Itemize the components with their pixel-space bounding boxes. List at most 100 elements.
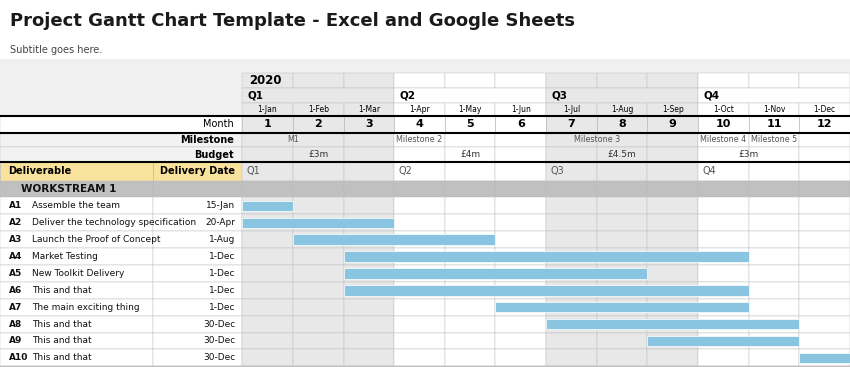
Bar xyxy=(394,197,445,214)
Bar xyxy=(547,319,799,329)
Text: Q3: Q3 xyxy=(551,90,567,101)
Bar xyxy=(153,265,242,282)
Bar xyxy=(343,285,749,295)
Text: Milestone 3: Milestone 3 xyxy=(574,135,620,144)
Bar xyxy=(749,162,799,181)
Bar xyxy=(698,103,749,116)
Bar xyxy=(496,116,547,133)
Bar xyxy=(394,133,445,147)
Bar xyxy=(153,316,242,333)
Text: 6: 6 xyxy=(517,119,524,129)
Text: 10: 10 xyxy=(716,119,731,129)
Bar xyxy=(343,268,648,279)
Bar xyxy=(343,349,394,366)
Bar xyxy=(153,282,242,299)
Bar xyxy=(597,133,648,147)
Text: A8: A8 xyxy=(8,320,22,328)
Text: A9: A9 xyxy=(8,337,22,345)
Bar xyxy=(749,366,799,367)
Bar xyxy=(153,181,242,197)
Bar xyxy=(0,162,153,181)
Bar xyxy=(0,282,153,299)
Text: 1-Mar: 1-Mar xyxy=(358,105,380,114)
Text: 2020: 2020 xyxy=(249,74,281,87)
Bar xyxy=(547,265,597,282)
Bar xyxy=(496,299,547,316)
Bar xyxy=(496,103,547,116)
Bar xyxy=(547,282,597,299)
Bar xyxy=(648,282,698,299)
Bar xyxy=(799,316,850,333)
Bar xyxy=(0,197,153,214)
Bar xyxy=(293,181,343,197)
Bar xyxy=(547,248,597,265)
Bar xyxy=(293,235,496,245)
Bar xyxy=(496,333,547,349)
Text: 9: 9 xyxy=(669,119,677,129)
Bar xyxy=(343,248,394,265)
Bar xyxy=(597,214,648,231)
Text: A10: A10 xyxy=(8,353,28,362)
Text: Subtitle goes here.: Subtitle goes here. xyxy=(10,46,103,55)
Bar xyxy=(698,88,850,103)
Text: 1-Dec: 1-Dec xyxy=(209,252,235,261)
Text: This and that: This and that xyxy=(32,353,92,362)
Bar xyxy=(799,214,850,231)
Text: Project Gantt Chart Template - Excel and Google Sheets: Project Gantt Chart Template - Excel and… xyxy=(10,12,575,30)
Bar xyxy=(496,162,547,181)
Bar xyxy=(698,116,749,133)
Text: Budget: Budget xyxy=(194,149,234,160)
Bar xyxy=(749,181,799,197)
Bar xyxy=(445,73,496,88)
Bar xyxy=(698,214,749,231)
Bar xyxy=(445,265,496,282)
Bar xyxy=(242,73,293,88)
Bar xyxy=(648,336,799,346)
Bar xyxy=(293,333,343,349)
Bar xyxy=(597,116,648,133)
Bar xyxy=(394,147,445,162)
Bar xyxy=(698,299,749,316)
Text: Deliver the technology specification: Deliver the technology specification xyxy=(32,218,196,227)
Bar xyxy=(293,103,343,116)
Bar xyxy=(293,231,343,248)
Text: 1-Aug: 1-Aug xyxy=(611,105,633,114)
Bar xyxy=(242,316,293,333)
Bar xyxy=(343,265,394,282)
Bar xyxy=(394,265,445,282)
Bar xyxy=(0,214,153,231)
Bar xyxy=(242,218,394,228)
Bar xyxy=(648,181,698,197)
Text: 1-Aug: 1-Aug xyxy=(209,235,235,244)
Text: Milestone 5: Milestone 5 xyxy=(751,135,797,144)
Text: This and that: This and that xyxy=(32,286,92,295)
Bar xyxy=(293,73,343,88)
Bar xyxy=(698,333,749,349)
Bar xyxy=(394,103,445,116)
Bar xyxy=(698,282,749,299)
Bar xyxy=(648,147,698,162)
Bar xyxy=(749,333,799,349)
Bar xyxy=(293,214,343,231)
Bar xyxy=(445,231,496,248)
Bar xyxy=(0,248,153,265)
Bar xyxy=(496,181,547,197)
Bar xyxy=(0,333,153,349)
Bar xyxy=(648,366,698,367)
Bar xyxy=(799,116,850,133)
Bar xyxy=(749,103,799,116)
Bar xyxy=(153,162,242,181)
Text: 3: 3 xyxy=(365,119,372,129)
Bar xyxy=(799,197,850,214)
Bar xyxy=(0,349,153,366)
Bar xyxy=(242,366,293,367)
Text: WORKSTREAM 1: WORKSTREAM 1 xyxy=(21,184,116,194)
Bar xyxy=(343,299,394,316)
Text: Q4: Q4 xyxy=(703,90,719,101)
Bar xyxy=(547,197,597,214)
Text: Q4: Q4 xyxy=(702,166,716,177)
Text: 15-Jan: 15-Jan xyxy=(207,201,235,210)
Text: 1-Apr: 1-Apr xyxy=(409,105,430,114)
Bar xyxy=(698,197,749,214)
Bar xyxy=(749,214,799,231)
